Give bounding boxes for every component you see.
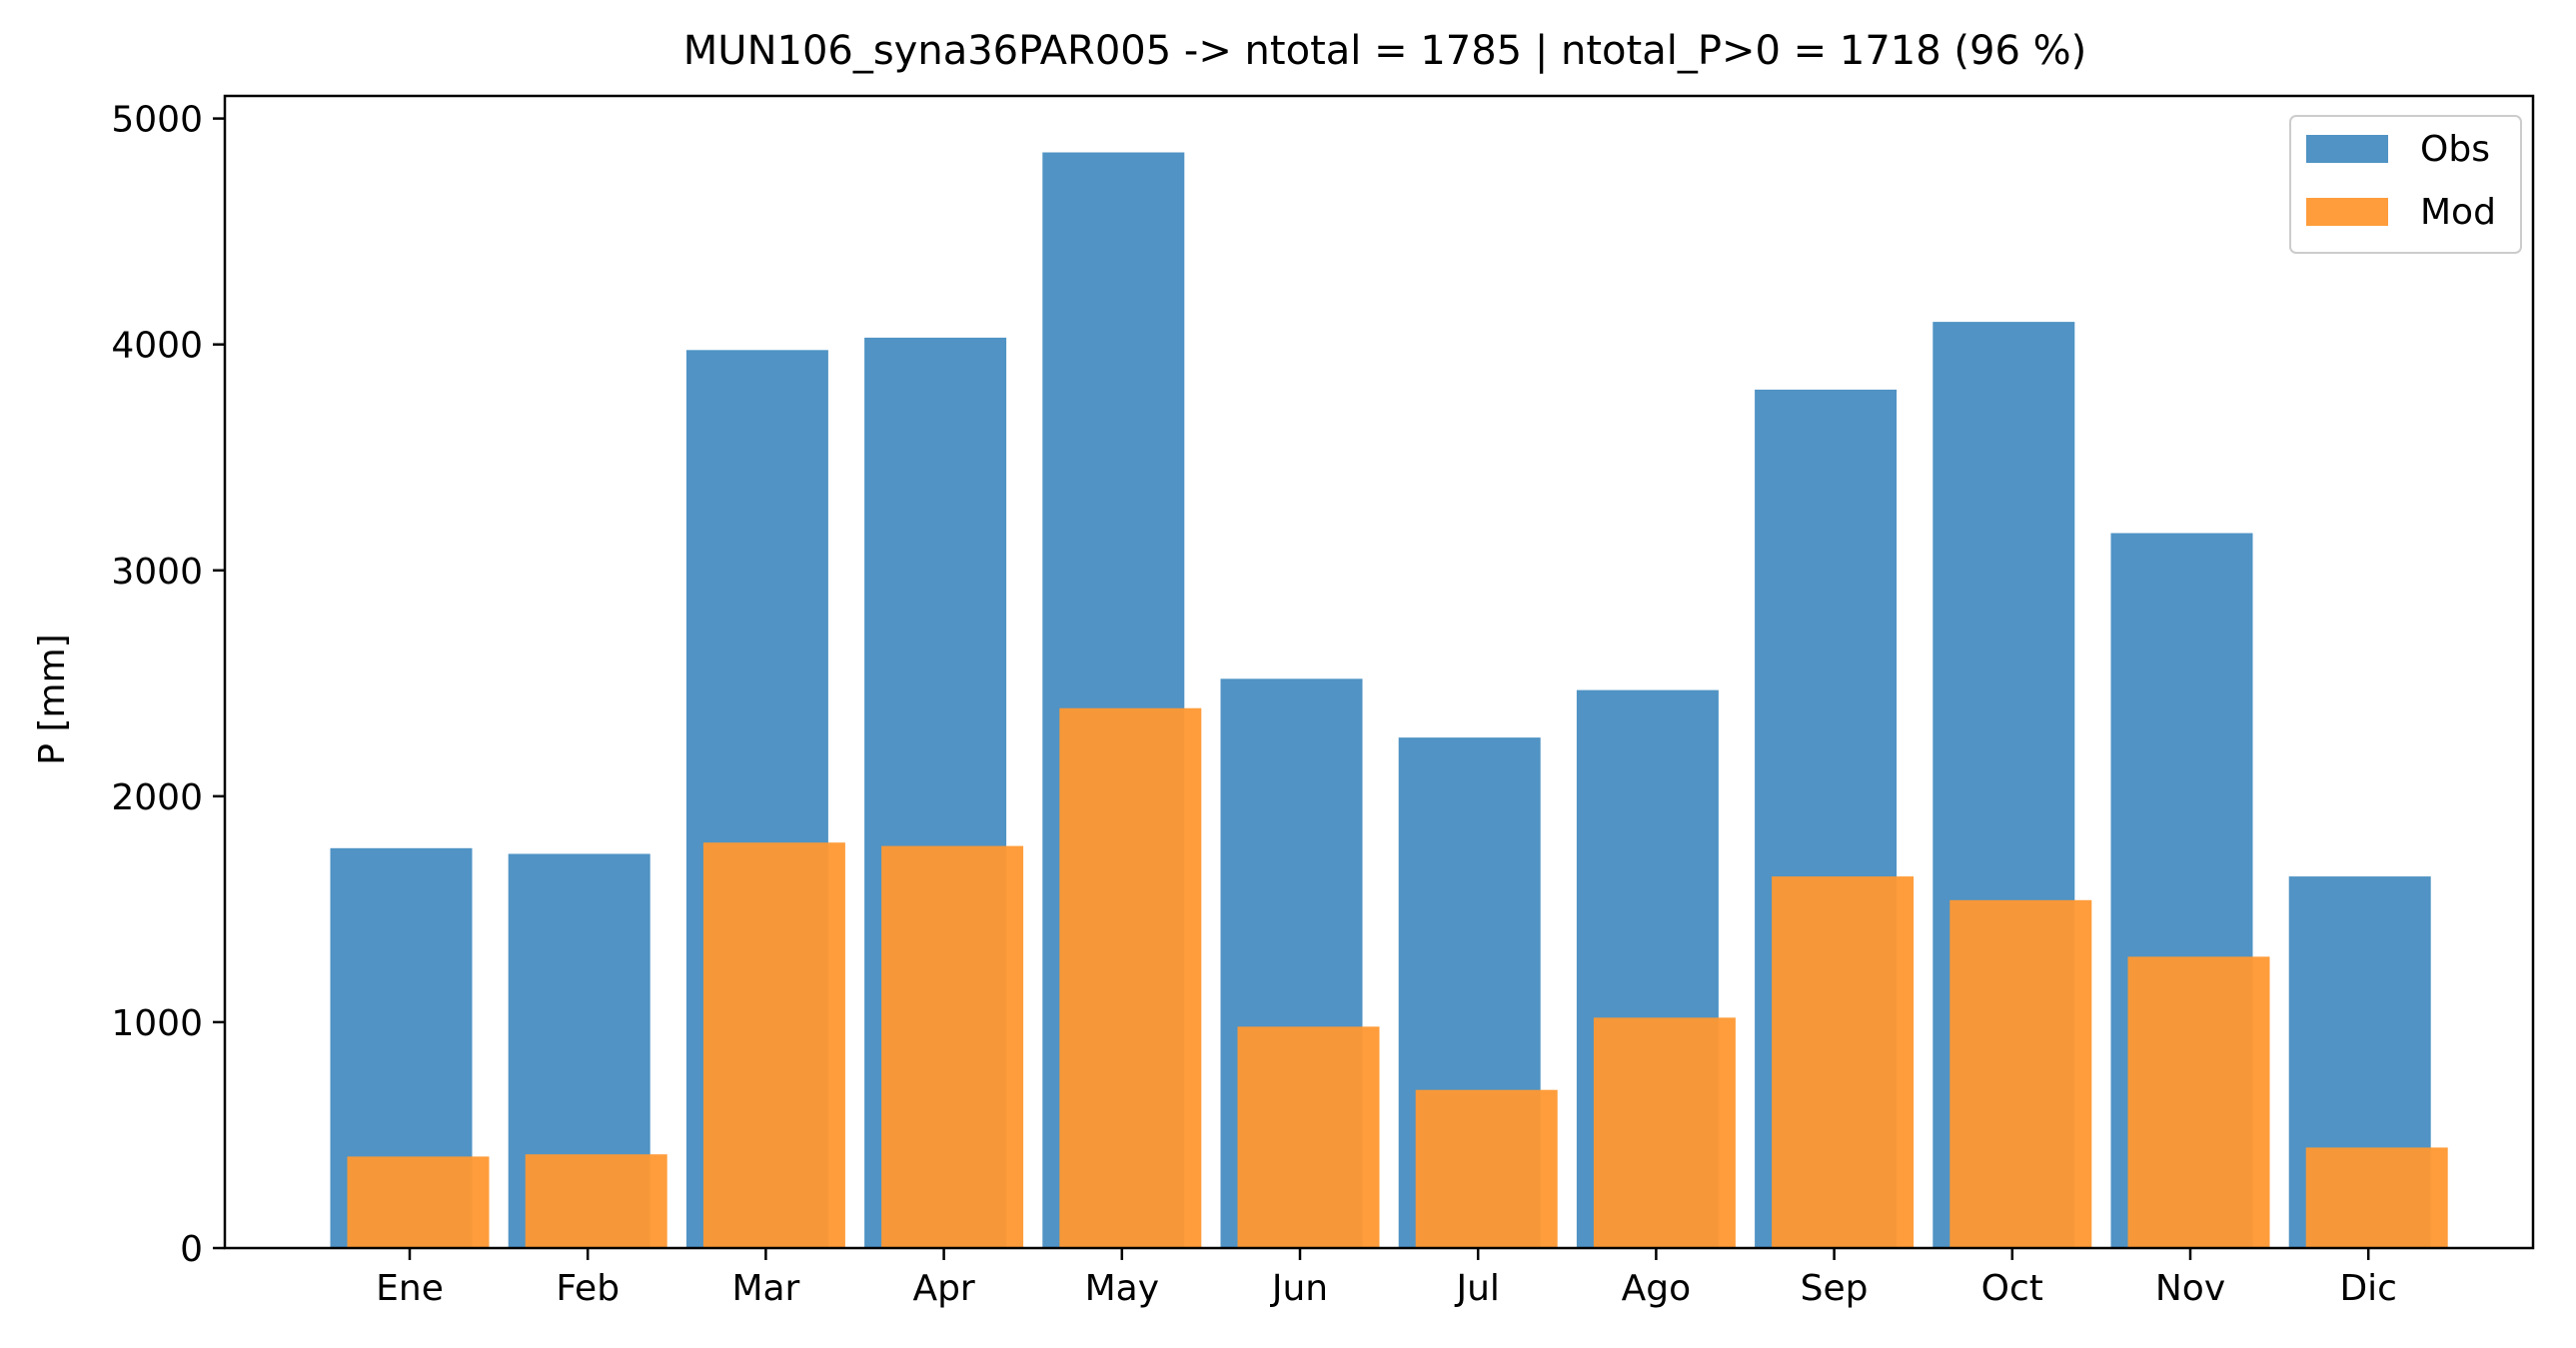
x-tick-label: Dic (2339, 1268, 2397, 1309)
x-tick-label: Ene (376, 1268, 444, 1309)
bar-mod-apr (881, 845, 1024, 1248)
x-tick-label: Jun (1270, 1268, 1328, 1309)
chart-title: MUN106_syna36PAR005 -> ntotal = 1785 | n… (683, 28, 2086, 74)
bar-mod-jun (1237, 1026, 1380, 1248)
x-tick-label: Apr (912, 1268, 974, 1309)
x-tick-label: May (1085, 1268, 1159, 1309)
y-axis-ticks: 0 1000 2000 3000 4000 5000 (111, 100, 225, 1270)
legend-swatch-mod (2306, 198, 2388, 226)
bar-mod-nov (2127, 956, 2270, 1248)
bars-group (330, 152, 2448, 1249)
y-tick-label: 5000 (111, 100, 203, 141)
plot-frame (223, 94, 2535, 1250)
legend-swatch-obs (2306, 135, 2388, 163)
x-tick-label: Mar (731, 1268, 799, 1309)
bar-mod-jul (1415, 1089, 1558, 1248)
x-tick-label: Feb (556, 1268, 620, 1309)
y-tick-label: 4000 (111, 326, 203, 367)
legend: Obs Mod (2289, 115, 2522, 254)
y-axis-label: P [mm] (32, 634, 73, 764)
bar-mod-mar (702, 842, 845, 1248)
x-tick-label: Oct (1981, 1268, 2043, 1309)
bar-mod-ene (347, 1156, 490, 1248)
y-tick-label: 2000 (111, 777, 203, 818)
bar-mod-oct (1949, 899, 2092, 1248)
bar-mod-may (1059, 707, 1202, 1248)
legend-label-mod: Mod (2420, 192, 2496, 233)
bar-mod-feb (525, 1154, 667, 1248)
y-tick-label: 1000 (111, 1003, 203, 1044)
legend-label-obs: Obs (2420, 129, 2490, 170)
bar-mod-sep (1772, 876, 1915, 1248)
bar-mod-ago (1593, 1017, 1736, 1248)
x-tick-label: Jul (1454, 1268, 1499, 1309)
x-tick-label: Nov (2155, 1268, 2225, 1309)
bar-mod-dic (2305, 1147, 2448, 1248)
y-tick-label: 0 (180, 1229, 203, 1270)
x-tick-label: Ago (1622, 1268, 1692, 1309)
x-tick-label: Sep (1801, 1268, 1869, 1309)
x-axis-ticks: Ene Feb Mar Apr May Jun Jul Ago Sep Oct Nov Dic (376, 1248, 2397, 1309)
y-tick-label: 3000 (111, 552, 203, 593)
